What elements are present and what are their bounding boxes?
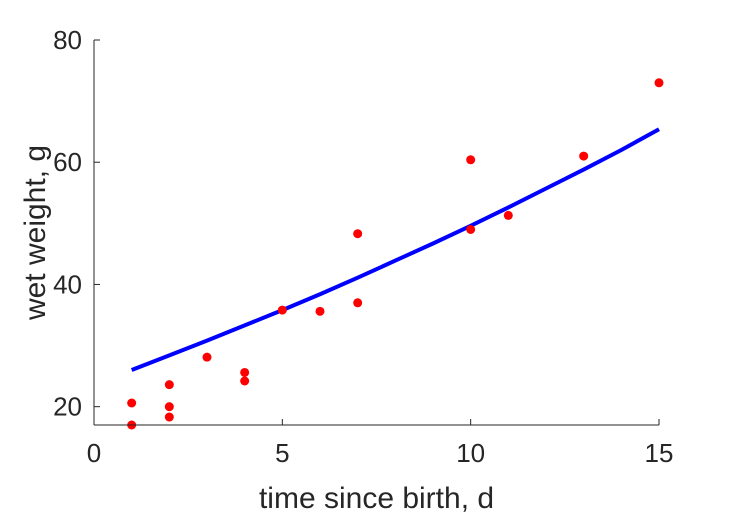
data-point xyxy=(127,398,137,408)
data-point xyxy=(353,229,363,239)
x-tick-label: 0 xyxy=(87,438,101,468)
x-ticks: 0 5 10 15 xyxy=(87,419,674,468)
data-point xyxy=(579,151,589,161)
data-point xyxy=(654,78,664,88)
plot-area xyxy=(127,78,664,430)
y-ticks: 20 40 60 80 xyxy=(53,25,100,422)
x-tick-label: 15 xyxy=(645,438,674,468)
axes xyxy=(93,40,659,426)
data-point xyxy=(240,367,250,377)
data-point xyxy=(315,306,325,316)
fit-line xyxy=(130,127,660,372)
data-point xyxy=(503,210,513,220)
x-tick-label: 10 xyxy=(456,438,485,468)
y-tick-label: 80 xyxy=(53,25,82,55)
data-point xyxy=(240,376,250,386)
data-point xyxy=(277,305,287,315)
y-tick-label: 60 xyxy=(53,147,82,177)
data-point xyxy=(164,380,174,390)
y-tick-label: 20 xyxy=(53,392,82,422)
x-axis-title: time since birth, d xyxy=(259,482,494,515)
data-point xyxy=(202,352,212,362)
data-point xyxy=(164,402,174,412)
data-point xyxy=(466,155,476,165)
data-point xyxy=(164,412,174,422)
y-axis-title: wet weight, g xyxy=(19,145,52,321)
data-point xyxy=(353,298,363,308)
y-tick-label: 40 xyxy=(53,269,82,299)
x-tick-label: 5 xyxy=(275,438,289,468)
data-point xyxy=(466,224,476,234)
